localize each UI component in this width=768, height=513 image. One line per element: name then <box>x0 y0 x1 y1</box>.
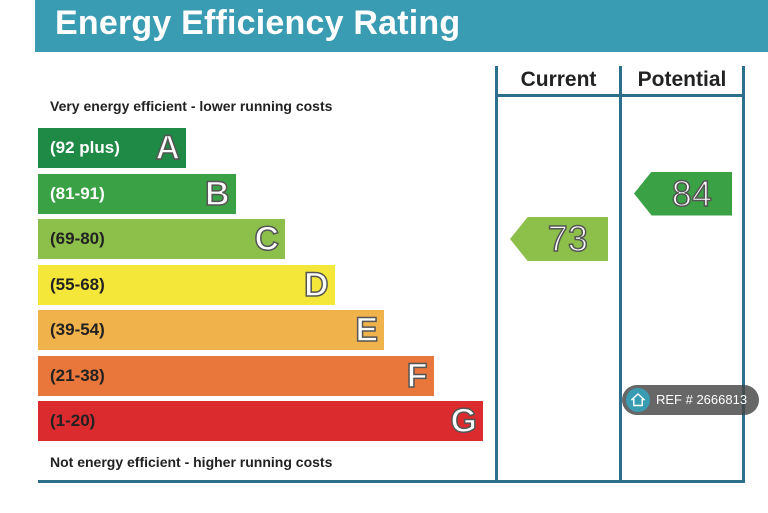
band-e: (39-54) E <box>38 310 384 350</box>
band-range-label: (1-20) <box>50 411 96 430</box>
home-icon <box>626 388 650 412</box>
current-rating-value: 73 <box>547 217 589 260</box>
potential-rating-value: 84 <box>671 172 713 215</box>
band-c: (69-80) C <box>38 219 285 259</box>
band-letter: E <box>355 310 379 350</box>
band-letter: F <box>406 356 428 396</box>
frame-line-left <box>495 66 498 482</box>
title-bar: Energy Efficiency Rating <box>35 0 768 52</box>
bottom-caption: Not energy efficient - higher running co… <box>50 454 333 470</box>
frame-bottom-line <box>38 480 745 483</box>
band-range-label: (92 plus) <box>50 138 120 157</box>
column-header-current: Current <box>520 68 597 91</box>
band-range-label: (69-80) <box>50 229 105 248</box>
column-header-potential: Potential <box>637 68 727 91</box>
top-caption: Very energy efficient - lower running co… <box>50 98 333 114</box>
ref-badge: REF # 2666813 <box>622 385 759 415</box>
band-range-label: (21-38) <box>50 365 105 385</box>
band-b: (81-91) B <box>38 173 236 214</box>
band-g: (1-20) G <box>38 401 483 441</box>
band-letter: B <box>204 174 230 214</box>
frame-header-line <box>495 94 745 97</box>
band-range-label: (81-91) <box>50 183 105 203</box>
band-range-label: (55-68) <box>50 274 105 294</box>
arrow-potential: 84 <box>634 171 732 216</box>
frame-line-middle <box>619 66 622 482</box>
ref-label: REF # 2666813 <box>656 392 748 407</box>
band-d: (55-68) D <box>38 264 335 305</box>
band-a: (92 plus) A <box>38 128 186 168</box>
arrow-current: 73 <box>510 217 608 261</box>
band-letter: A <box>155 128 181 168</box>
frame-line-right <box>742 66 745 482</box>
band-letter: C <box>254 219 280 259</box>
band-letter: G <box>450 401 478 441</box>
band-letter: D <box>303 265 329 305</box>
chart-title: Energy Efficiency Rating <box>55 4 461 42</box>
band-range-label: (39-54) <box>50 320 105 339</box>
band-f: (21-38) F <box>38 355 434 396</box>
